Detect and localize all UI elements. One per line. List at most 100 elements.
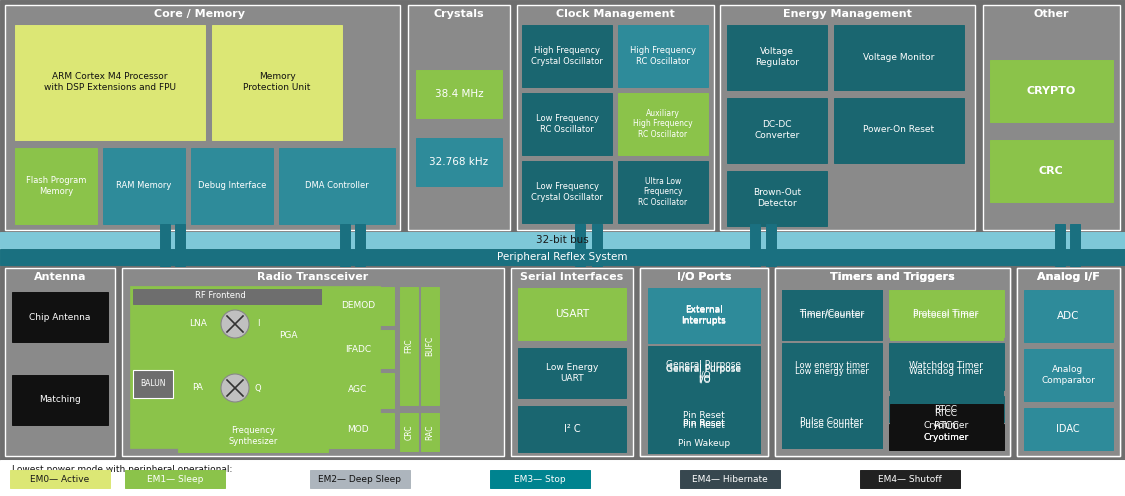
Text: Pin Reset: Pin Reset — [683, 419, 724, 428]
Bar — [782, 404, 882, 448]
Bar — [263, 308, 313, 363]
Bar — [12, 292, 108, 342]
Bar — [15, 148, 97, 224]
Bar — [990, 140, 1113, 202]
Text: Auxiliary
High Frequency
RC Oscillator: Auxiliary High Frequency RC Oscillator — [633, 109, 693, 139]
Text: Protocol Timer: Protocol Timer — [914, 310, 979, 319]
Bar — [522, 93, 612, 155]
Bar — [575, 224, 585, 266]
Bar — [0, 460, 1125, 496]
Text: Pin Reset: Pin Reset — [683, 422, 724, 431]
Text: Voltage Monitor: Voltage Monitor — [863, 53, 935, 62]
Bar — [322, 413, 394, 448]
Bar — [176, 224, 184, 266]
Text: External
Interrupts: External Interrupts — [682, 307, 727, 326]
Bar — [618, 161, 708, 223]
Text: General Purpose
I/O: General Purpose I/O — [666, 365, 741, 385]
Bar — [890, 404, 1004, 448]
Text: Lowest power mode with peripheral operational:: Lowest power mode with peripheral operat… — [12, 465, 233, 474]
Bar — [648, 349, 761, 399]
Bar — [1024, 349, 1113, 401]
Text: Flash Program
Memory: Flash Program Memory — [26, 176, 87, 196]
Text: Q: Q — [254, 383, 261, 392]
Text: Antenna: Antenna — [34, 272, 87, 282]
Text: External
Interrupts: External Interrupts — [682, 306, 727, 325]
Text: High Frequency
Crystal Oscillator: High Frequency Crystal Oscillator — [531, 46, 603, 65]
Bar — [160, 224, 170, 266]
Text: Other: Other — [1033, 9, 1069, 19]
Text: 32.768 kHz: 32.768 kHz — [430, 157, 488, 167]
Text: DMA Controller: DMA Controller — [305, 182, 369, 190]
Text: Low Energy
UART: Low Energy UART — [546, 363, 598, 383]
Bar — [648, 290, 761, 342]
Text: Cryotimer: Cryotimer — [924, 422, 969, 431]
Bar — [400, 287, 418, 405]
Bar — [518, 5, 714, 230]
Bar — [400, 413, 418, 451]
Text: CRC: CRC — [405, 424, 414, 440]
Text: Watchdog Timer: Watchdog Timer — [909, 362, 983, 371]
Text: RAC: RAC — [425, 424, 434, 440]
Bar — [775, 268, 1010, 456]
Bar — [310, 470, 409, 488]
Text: Pulse Counter: Pulse Counter — [801, 418, 864, 427]
Text: ADC: ADC — [1056, 311, 1079, 321]
Bar — [15, 25, 205, 140]
Text: Timer/Counter: Timer/Counter — [800, 309, 865, 317]
Bar — [10, 470, 110, 488]
Bar — [889, 396, 1004, 422]
Text: 32-bit bus: 32-bit bus — [536, 235, 588, 245]
Bar — [727, 25, 827, 90]
Text: IFADC: IFADC — [345, 345, 371, 354]
Bar — [727, 98, 827, 163]
Bar — [133, 289, 378, 304]
Text: Energy Management: Energy Management — [783, 9, 911, 19]
Text: Low energy timer: Low energy timer — [795, 362, 869, 371]
Text: I/O Ports: I/O Ports — [677, 272, 731, 282]
Text: Low Frequency
RC Oscillator: Low Frequency RC Oscillator — [536, 114, 598, 134]
Bar — [1024, 408, 1113, 450]
Text: RTCC: RTCC — [934, 421, 958, 431]
Bar — [775, 268, 1010, 456]
Text: Radio Transceiver: Radio Transceiver — [258, 272, 369, 282]
Text: General Purpose
I/O: General Purpose I/O — [666, 360, 741, 380]
Bar — [648, 415, 761, 451]
Text: Brown-Out
Detector: Brown-Out Detector — [753, 188, 801, 208]
Bar — [640, 268, 768, 456]
Text: BALUN: BALUN — [141, 379, 165, 388]
Text: CRC: CRC — [1038, 166, 1063, 176]
Text: EM3— Stop: EM3— Stop — [514, 476, 566, 485]
Text: Voltage
Regulator: Voltage Regulator — [755, 47, 799, 66]
Bar — [750, 224, 760, 266]
Text: Pin Reset: Pin Reset — [683, 411, 724, 420]
Bar — [782, 343, 882, 390]
Text: Frequency
Synthesizer: Frequency Synthesizer — [228, 426, 278, 446]
Text: I: I — [256, 319, 259, 328]
Text: Analog I/F: Analog I/F — [1036, 272, 1099, 282]
Text: Low energy timer: Low energy timer — [795, 368, 869, 376]
Bar — [727, 171, 827, 226]
Bar — [178, 308, 218, 340]
Bar — [322, 373, 394, 408]
Text: EM4— Shutoff: EM4— Shutoff — [879, 476, 942, 485]
Text: EM2— Deep Sleep: EM2— Deep Sleep — [318, 476, 402, 485]
Bar — [490, 470, 590, 488]
Text: Watchdog Timer: Watchdog Timer — [909, 368, 983, 376]
Bar — [592, 224, 602, 266]
Bar — [322, 287, 394, 325]
Bar — [648, 405, 761, 441]
Bar — [0, 265, 1125, 460]
Text: PGA: PGA — [279, 330, 297, 339]
Circle shape — [220, 310, 249, 338]
Bar — [618, 25, 708, 87]
Bar — [890, 347, 1004, 397]
Bar — [890, 404, 1004, 448]
Text: EM4— Hibernate: EM4— Hibernate — [692, 476, 768, 485]
Bar — [322, 330, 394, 368]
Bar — [618, 93, 708, 155]
Bar — [130, 286, 380, 448]
Bar — [356, 224, 364, 266]
Bar — [340, 224, 350, 266]
Text: Crystals: Crystals — [434, 9, 484, 19]
Bar — [178, 420, 328, 452]
